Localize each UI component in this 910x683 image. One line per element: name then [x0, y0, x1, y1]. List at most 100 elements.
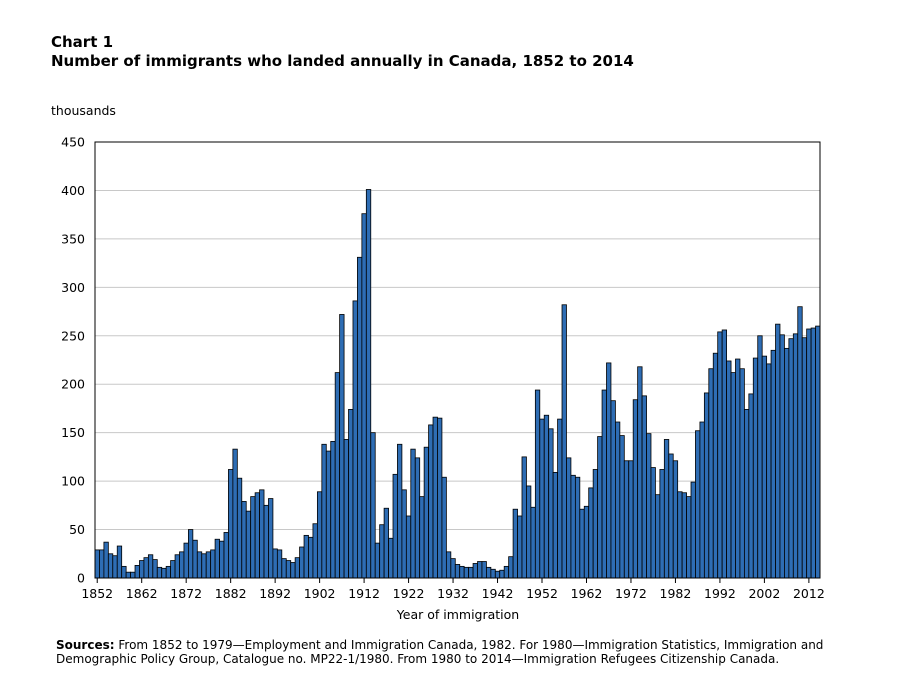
bar-1953	[543, 414, 550, 579]
bar-1940	[486, 566, 492, 579]
x-axis-title: Year of immigration	[396, 607, 519, 622]
gridlines	[95, 189, 820, 531]
bar-1919	[392, 473, 398, 579]
bar-1867	[161, 567, 167, 579]
y-tick-label: 0	[77, 571, 85, 586]
bar-2002	[761, 355, 768, 579]
bar-1951	[534, 389, 541, 579]
bar-1958	[566, 457, 572, 579]
bar-1873	[187, 529, 194, 579]
sources-text: From 1852 to 1979—Employment and Immigra…	[56, 638, 824, 666]
bar-1868	[165, 565, 172, 579]
bar-1985	[686, 496, 692, 579]
bar-1943	[499, 569, 505, 579]
bar-1901	[312, 523, 318, 579]
bar-1980	[663, 439, 670, 579]
bar-1957	[561, 304, 567, 579]
bar-1933	[454, 564, 461, 579]
bar-1922	[405, 515, 412, 579]
bar-1960	[574, 476, 581, 579]
x-tick-label: 1922	[393, 586, 425, 601]
bar-1995	[730, 372, 736, 579]
x-tick-label: 2012	[793, 586, 825, 601]
bar-1880	[219, 540, 225, 579]
bar-1857	[116, 545, 123, 579]
bar-1992	[717, 331, 723, 579]
bar-1870	[174, 554, 180, 579]
bar-1964	[592, 469, 599, 579]
x-tick-label: 1892	[259, 586, 291, 601]
bar-1988	[699, 421, 705, 579]
bar-1903	[321, 443, 327, 579]
bar-2008	[788, 338, 794, 579]
bar-1954	[548, 428, 554, 579]
bar-2003	[766, 363, 772, 579]
x-tick-label: 1962	[571, 586, 603, 601]
bar-2012	[806, 328, 812, 579]
y-tick-label: 100	[61, 474, 85, 489]
bar-2006	[779, 334, 785, 579]
bar-2000	[752, 357, 759, 579]
x-tick-label: 1992	[704, 586, 736, 601]
y-tick-label: 150	[61, 425, 85, 440]
bar-1921	[401, 489, 407, 579]
bar-1984	[681, 492, 687, 579]
bar-1878	[210, 549, 216, 579]
sources-label: Sources:	[56, 638, 115, 652]
bar-1861	[134, 565, 140, 579]
bar-1905	[330, 440, 336, 579]
y-axis-unit-label: thousands	[51, 103, 116, 118]
bar-1898	[299, 546, 305, 579]
bar-2013	[810, 327, 816, 579]
bar-1865	[152, 559, 158, 579]
x-tick-label: 2002	[748, 586, 780, 601]
bar-1885	[241, 501, 247, 579]
y-tick-label: 400	[61, 183, 85, 198]
bar-1927	[428, 424, 434, 579]
bar-1896	[290, 562, 296, 579]
bar-1996	[735, 358, 741, 579]
bar-1909	[348, 409, 354, 579]
bar-1858	[121, 565, 127, 579]
bar-1998	[743, 409, 750, 579]
bar-1961	[579, 508, 585, 579]
bar-1892	[272, 548, 278, 579]
bar-1906	[334, 372, 341, 579]
bar-1869	[170, 560, 176, 579]
bar-1965	[597, 436, 603, 579]
bar-1866	[156, 566, 163, 579]
bar-1991	[712, 352, 719, 579]
bar-1972	[628, 460, 634, 579]
bar-1883	[232, 448, 238, 579]
bar-1876	[201, 553, 207, 579]
bar-1889	[259, 489, 265, 579]
bar-1915	[374, 542, 381, 579]
bar-1941	[490, 568, 496, 579]
bar-1981	[668, 453, 674, 579]
bar-1882	[228, 469, 234, 579]
x-tick-label: 1972	[615, 586, 647, 601]
x-axis: 1852 1862 1872 1882 1892 1902 1912 1922 1932 1942…	[81, 578, 825, 601]
y-tick-label: 50	[69, 522, 85, 537]
bar-1990	[708, 368, 714, 579]
bar-1934	[459, 565, 465, 579]
bar-1982	[672, 460, 679, 579]
bar-1856	[112, 555, 118, 579]
bar-1864	[147, 554, 154, 579]
bar-1902	[316, 491, 323, 579]
bar-1923	[410, 448, 416, 579]
bar-1944	[503, 565, 510, 579]
bar-1968	[610, 400, 616, 579]
bar-1908	[343, 439, 349, 579]
bar-1914	[370, 432, 376, 579]
bar-1899	[303, 534, 309, 579]
x-tick-label: 1952	[526, 586, 558, 601]
bar-1947	[517, 515, 523, 579]
bar-1971	[623, 460, 630, 579]
x-tick-label: 1902	[304, 586, 336, 601]
sources-note: Sources: From 1852 to 1979—Employment an…	[56, 638, 846, 666]
bar-1986	[690, 481, 696, 579]
bar-1925	[419, 496, 425, 579]
bar-1862	[139, 560, 145, 579]
bar-1932	[450, 558, 456, 579]
